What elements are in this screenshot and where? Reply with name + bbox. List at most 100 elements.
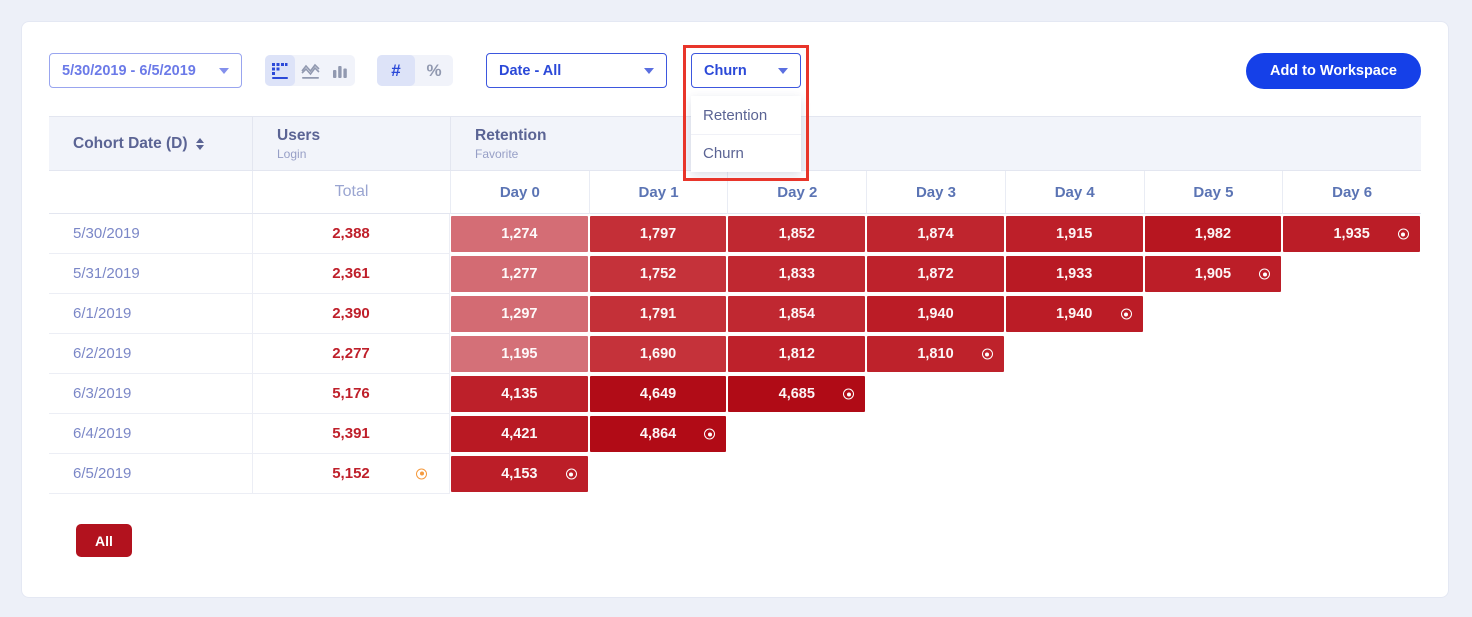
cohort-date-cell[interactable]: 5/31/2019 [49,254,252,294]
sort-icon[interactable] [195,137,204,150]
day-header-3: Day 3 [866,171,1005,214]
add-to-workspace-button[interactable]: Add to Workspace [1245,53,1421,89]
heatmap-cell[interactable]: 1,935 [1283,216,1420,252]
analysis-card: 5/30/2019 - 6/5/2019 [21,21,1449,598]
day-cell: 1,195 [450,334,589,374]
day-cell [1143,334,1283,374]
menu-item-retention[interactable]: Retention [691,96,801,134]
cohort-date-cell[interactable]: 5/30/2019 [49,214,252,254]
day-cell [866,374,1005,414]
date-filter-value: Date - All [499,62,562,79]
total-cell[interactable]: 2,361 [252,254,450,294]
heatmap-cell[interactable]: 4,864 [589,416,727,452]
day-header-0: Day 0 [450,171,589,214]
heatmap-cell[interactable]: 1,915 [1005,216,1143,252]
target-icon [1397,228,1409,240]
line-chart-view-button[interactable] [295,55,325,86]
cohort-date-cell[interactable]: 6/3/2019 [49,374,252,414]
day-cell [727,414,867,454]
number-sign-icon: # [391,60,401,80]
heatmap-cell[interactable]: 1,940 [1005,296,1143,332]
format-toggle-group: # % [377,55,453,86]
cohort-date-header[interactable]: Cohort Date (D) [49,116,252,171]
heatmap-cell[interactable]: 1,905 [1144,256,1282,292]
total-cell[interactable]: 5,176 [252,374,450,414]
heatmap-cell[interactable]: 1,274 [451,216,588,252]
empty-header-cell [49,171,252,214]
day-cell [588,454,728,494]
heatmap-cell[interactable]: 1,872 [867,256,1004,292]
heatmap-cell[interactable]: 1,933 [1005,256,1143,292]
day-cell: 1,752 [588,254,728,294]
total-cell[interactable]: 5,391 [252,414,450,454]
total-cell[interactable]: 5,152 [252,454,450,494]
target-icon [981,348,993,360]
day-cell: 1,940 [1004,294,1144,334]
day-cell [1004,334,1144,374]
heatmap-cell[interactable]: 1,797 [589,216,727,252]
cohort-table: Cohort Date (D) Users Login Retention Fa… [49,116,1421,494]
heatmap-cell[interactable]: 1,277 [451,256,588,292]
day-header-1: Day 1 [588,171,728,214]
day-cell: 1,935 [1282,214,1421,254]
day-cell [1143,454,1283,494]
day-cell: 1,810 [866,334,1005,374]
heatmap-cell[interactable]: 1,791 [589,296,727,332]
bar-chart-view-button[interactable] [325,55,355,86]
date-range-picker[interactable]: 5/30/2019 - 6/5/2019 [49,53,242,88]
day-header-5: Day 5 [1143,171,1283,214]
metric-dropdown[interactable]: Churn [691,53,801,88]
date-filter-dropdown[interactable]: Date - All [486,53,667,88]
day-cell [1004,374,1144,414]
heatmap-cell[interactable]: 1,195 [451,336,588,372]
heatmap-cell[interactable]: 1,752 [589,256,727,292]
heatmap-cell[interactable]: 1,297 [451,296,588,332]
metric-dropdown-wrap: Churn Retention Churn [683,45,809,181]
heatmap-cell[interactable]: 4,685 [728,376,866,412]
cohort-date-cell[interactable]: 6/1/2019 [49,294,252,334]
total-column-header: Total [252,171,450,214]
day-cell: 1,690 [588,334,728,374]
heatmap-cell[interactable]: 4,153 [451,456,588,492]
heatmap-cell[interactable]: 1,812 [728,336,866,372]
menu-item-churn[interactable]: Churn [691,134,801,172]
cohort-date-cell[interactable]: 6/2/2019 [49,334,252,374]
percent-format-button[interactable]: % [415,55,453,86]
day-header-6: Day 6 [1282,171,1421,214]
day-cell [1282,454,1421,494]
chevron-down-icon [219,67,229,74]
cohort-date-cell[interactable]: 6/4/2019 [49,414,252,454]
all-button[interactable]: All [76,524,132,557]
total-cell[interactable]: 2,390 [252,294,450,334]
day-cell: 1,297 [450,294,589,334]
retention-header-label: Retention [475,126,547,144]
retention-header-subtitle: Favorite [475,146,519,161]
heatmap-cell[interactable]: 1,852 [728,216,866,252]
day-cell: 4,649 [588,374,728,414]
day-header-2: Day 2 [727,171,867,214]
view-toggle-group [265,55,355,86]
heatmap-cell[interactable]: 1,810 [867,336,1004,372]
number-format-button[interactable]: # [377,55,415,86]
day-cell: 1,872 [866,254,1005,294]
toolbar: 5/30/2019 - 6/5/2019 [22,22,1448,181]
day-cell: 4,153 [450,454,589,494]
day-cell [1282,254,1421,294]
heatmap-cell[interactable]: 1,833 [728,256,866,292]
total-cell[interactable]: 2,388 [252,214,450,254]
users-header: Users Login [252,116,450,171]
total-cell[interactable]: 2,277 [252,334,450,374]
heatmap-cell[interactable]: 1,874 [867,216,1004,252]
heatmap-cell[interactable]: 4,649 [589,376,727,412]
heatmap-cell[interactable]: 1,854 [728,296,866,332]
retention-grid-view-button[interactable] [265,55,295,86]
heatmap-cell[interactable]: 4,421 [451,416,588,452]
heatmap-cell[interactable]: 4,135 [451,376,588,412]
cohort-date-cell[interactable]: 6/5/2019 [49,454,252,494]
day-cell [1004,454,1144,494]
heatmap-cell[interactable]: 1,940 [867,296,1004,332]
heatmap-cell[interactable]: 1,982 [1144,216,1282,252]
day-cell: 1,905 [1143,254,1283,294]
heatmap-cell[interactable]: 1,690 [589,336,727,372]
day-cell: 1,854 [727,294,867,334]
